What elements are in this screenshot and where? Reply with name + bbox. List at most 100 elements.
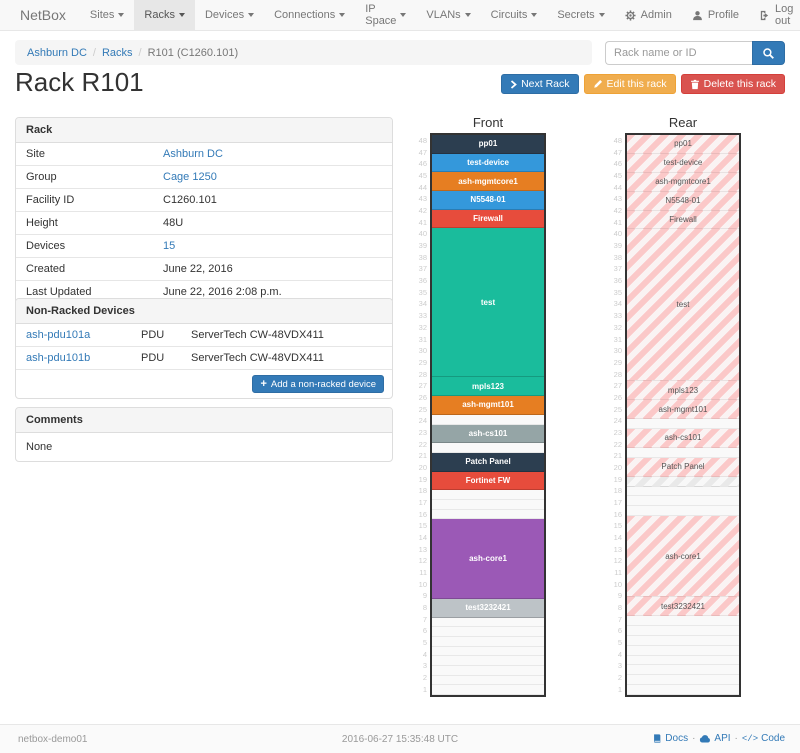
unit-number: 32: [613, 322, 622, 332]
nav-item-circuits[interactable]: Circuits: [481, 0, 548, 30]
nav-item-log-out[interactable]: Log out: [749, 0, 800, 30]
breadcrumb-link-racks[interactable]: Racks: [101, 46, 133, 59]
unit-number: 13: [418, 544, 427, 554]
logout-icon: [759, 10, 770, 21]
unit-number: 43: [613, 194, 622, 204]
nav-item-ip-space[interactable]: IP Space: [355, 0, 416, 30]
page-footer: 2016-06-27 15:35:48 UTC netbox-demo01 Do…: [0, 724, 800, 753]
rack-unit-empty: [432, 617, 544, 628]
search-input[interactable]: [605, 41, 752, 65]
device-link[interactable]: ash-pdu101b: [26, 352, 91, 364]
footer-link-api[interactable]: API: [699, 733, 731, 744]
attr-value-site[interactable]: Ashburn DC: [163, 148, 223, 160]
nav-item-connections[interactable]: Connections: [264, 0, 355, 30]
rear-rack-elevation: pp01 test-device ash-mgmtcore1 N5548-01 Fire…: [625, 133, 741, 697]
unit-number: 40: [418, 229, 427, 239]
unit-number: 38: [613, 252, 622, 262]
rack-device-test-device[interactable]: test-device: [432, 153, 544, 173]
rack-device-patch-panel[interactable]: Patch Panel: [627, 457, 739, 477]
device-role: PDU: [141, 329, 165, 341]
rack-device-firewall[interactable]: Firewall: [432, 209, 544, 229]
unit-number: 23: [613, 427, 622, 437]
nav-item-label: Racks: [144, 9, 175, 21]
unit-number: 40: [613, 229, 622, 239]
nav-item-vlans[interactable]: VLANs: [416, 0, 480, 30]
edit-rack-button[interactable]: Edit this rack: [583, 74, 676, 94]
footer-link-label: Docs: [665, 733, 689, 744]
rack-device-ash-mgmt101[interactable]: ash-mgmt101: [432, 396, 544, 415]
rack-device-test[interactable]: test: [432, 228, 544, 378]
attr-value-group[interactable]: Cage 1250: [163, 171, 217, 183]
rack-device-n5548-01[interactable]: N5548-01: [627, 191, 739, 211]
unit-number: 39: [613, 241, 622, 251]
comments-panel-title: Comments: [16, 408, 392, 433]
rack-device-firewall[interactable]: Firewall: [627, 210, 739, 230]
rack-device-ash-core1[interactable]: ash-core1: [432, 519, 544, 599]
comments-body: None: [26, 441, 53, 453]
footer-link-docs[interactable]: Docs: [652, 733, 688, 744]
breadcrumb-separator: /: [138, 46, 142, 59]
rack-device-test3232421[interactable]: test3232421: [432, 598, 544, 618]
rack-search: [605, 41, 785, 65]
unit-number: 46: [418, 159, 427, 169]
unit-number: 29: [418, 357, 427, 367]
rack-attr-row: Height 48U: [16, 211, 392, 234]
unit-number: 20: [418, 462, 427, 472]
rack-device-ash-mgmtcore1[interactable]: ash-mgmtcore1: [432, 172, 544, 192]
app-brand[interactable]: NetBox: [20, 7, 66, 23]
unit-number: 14: [418, 532, 427, 542]
unit-number: 39: [418, 241, 427, 251]
unit-number: 13: [613, 544, 622, 554]
rack-device-test-device[interactable]: test-device: [627, 153, 739, 173]
rack-device-ash-core1[interactable]: ash-core1: [627, 516, 739, 598]
chevron-right-icon: [510, 79, 517, 89]
nav-item-sites[interactable]: Sites: [80, 0, 134, 30]
add-nonracked-device-button[interactable]: + Add a non-racked device: [252, 375, 384, 393]
rack-device-n5548-01[interactable]: N5548-01: [432, 191, 544, 210]
rack-device-ash-mgmtcore1[interactable]: ash-mgmtcore1: [627, 172, 739, 192]
rack-device-ash-mgmt101[interactable]: ash-mgmt101: [627, 400, 739, 420]
unit-number: 34: [613, 299, 622, 309]
rack-device-patch-panel[interactable]: Patch Panel: [432, 452, 544, 472]
nav-item-secrets[interactable]: Secrets: [547, 0, 614, 30]
trash-icon: [690, 79, 700, 90]
rack-device-ash-cs101[interactable]: ash-cs101: [432, 424, 544, 444]
breadcrumb-link-ashburn-dc[interactable]: Ashburn DC: [27, 46, 87, 59]
rack-unit-empty: [432, 490, 544, 500]
unit-number: 17: [418, 497, 427, 507]
search-button[interactable]: [752, 41, 785, 65]
unit-number: 6: [422, 626, 427, 636]
next-rack-button[interactable]: Next Rack: [501, 74, 579, 94]
unit-number: 31: [418, 334, 427, 344]
rack-device-mpls123[interactable]: mpls123: [627, 381, 739, 401]
unit-number: 2: [422, 672, 427, 682]
rack-device-test3232421[interactable]: test3232421: [627, 597, 739, 616]
nav-item-profile[interactable]: Profile: [682, 0, 749, 30]
unit-number: 33: [418, 311, 427, 321]
nonracked-device-row: ash-pdu101b PDU ServerTech CW-48VDX411: [16, 346, 392, 369]
attr-value-height: 48U: [163, 217, 184, 229]
nav-item-devices[interactable]: Devices: [195, 0, 264, 30]
unit-number: 24: [418, 416, 427, 426]
unit-number: 15: [418, 521, 427, 531]
chevron-down-icon: [400, 13, 407, 17]
unit-number: 3: [617, 661, 622, 671]
chevron-down-icon: [118, 13, 125, 17]
nav-item-racks[interactable]: Racks: [134, 0, 195, 30]
nav-item-admin[interactable]: Admin: [615, 0, 682, 30]
gear-icon: [625, 9, 636, 21]
rack-device-pp01[interactable]: pp01: [627, 135, 739, 154]
attr-label: Site: [26, 148, 45, 160]
delete-rack-button[interactable]: Delete this rack: [680, 74, 785, 94]
rack-device-mpls123[interactable]: mpls123: [432, 377, 544, 397]
footer-link-code[interactable]: </> Code: [742, 733, 785, 744]
attr-value-devices[interactable]: 15: [163, 240, 176, 252]
rack-device-fortinet-fw[interactable]: Fortinet FW: [432, 471, 544, 491]
rack-device-ash-cs101[interactable]: ash-cs101: [627, 429, 739, 448]
device-link[interactable]: ash-pdu101a: [26, 329, 91, 341]
nav-item-label: VLANs: [426, 9, 461, 21]
navbar-menu: Sites Racks Devices Connections IP Space VLAN…: [80, 0, 615, 30]
rack-device-pp01[interactable]: pp01: [432, 135, 544, 154]
rack-device-test[interactable]: test: [627, 229, 739, 382]
unit-number: 4: [617, 649, 622, 659]
